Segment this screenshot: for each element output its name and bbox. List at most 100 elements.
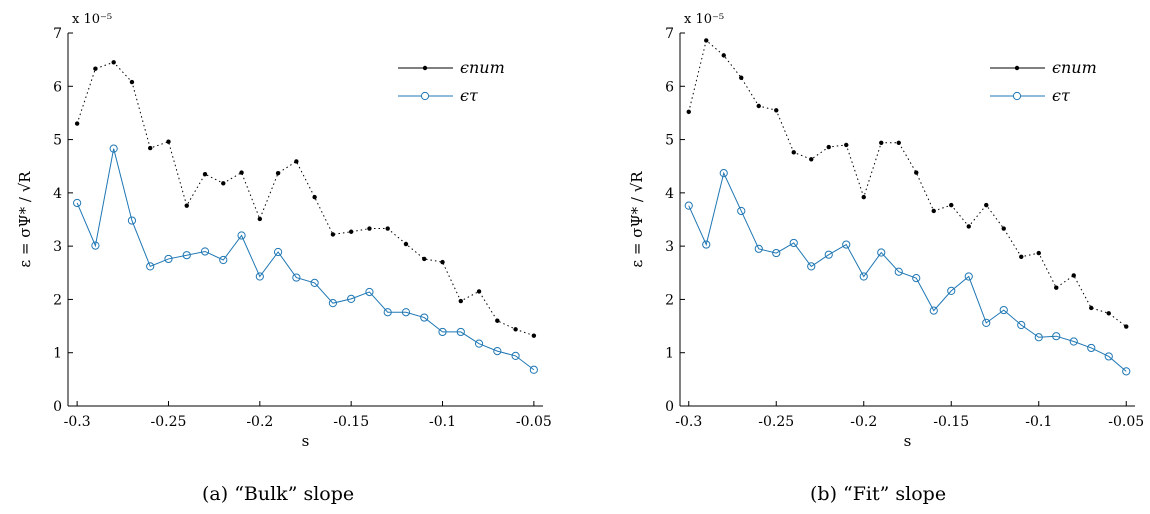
data-point-tau (200, 247, 210, 256)
data-point-tau (164, 254, 173, 264)
data-point-num (202, 172, 208, 177)
data-point-num (495, 318, 500, 323)
data-point-num (1019, 254, 1024, 259)
data-point-tau (273, 247, 283, 257)
data-point-tau (420, 313, 429, 322)
data-point-tau (1017, 320, 1026, 330)
series-line-0 (688, 39, 1127, 328)
legend-marker-1 (420, 91, 430, 101)
x-tick-label: -0.1 (429, 414, 456, 430)
legend-marker-0 (422, 65, 428, 71)
data-point-num (422, 256, 427, 262)
data-point-num (826, 144, 831, 150)
y-tick-label: 7 (665, 26, 674, 42)
series-line-0 (76, 61, 535, 337)
x-tick-label: -0.3 (675, 414, 702, 430)
x-axis-label: s (302, 432, 310, 450)
x-axis-label: s (904, 432, 912, 450)
x-tick-label: -0.1 (1025, 414, 1052, 430)
data-point-tau (772, 248, 781, 258)
data-point-num (148, 145, 153, 151)
data-point-num (221, 181, 226, 186)
data-point-num (739, 75, 744, 80)
y-axis-label: ε = σΨ* / √R (16, 171, 34, 268)
data-point-tau (947, 286, 956, 296)
y-tick-label: 4 (665, 186, 674, 202)
data-point-tau (1122, 367, 1131, 376)
legend-marker-0 (1014, 65, 1020, 71)
data-point-num (949, 202, 954, 208)
data-point-tau (737, 206, 746, 216)
data-point-num (931, 208, 936, 214)
data-point-num (966, 224, 971, 229)
y-tick-label: 0 (665, 399, 674, 415)
data-point-tau (982, 318, 991, 327)
panel-bulk-slope: 0 1 2 3 4 5 6 7 -0.3 -0.25 -0.2 -0.15 -0.1 -0.05 x 10⁻… (16, 12, 552, 505)
data-point-num (1124, 324, 1129, 329)
data-point-tau (91, 241, 100, 250)
data-point-tau (219, 255, 228, 265)
data-point-tau (1052, 332, 1061, 341)
data-point-num (129, 79, 135, 85)
data-point-tau (964, 272, 973, 281)
data-point-tau (109, 144, 118, 153)
legend-label: ϵnum (460, 58, 505, 77)
data-point-num (844, 142, 849, 148)
x-tick-label: -0.15 (933, 414, 969, 430)
data-point-tau (474, 339, 484, 348)
y-axis-label: ε = σΨ* / √R (628, 171, 646, 268)
data-point-tau (842, 240, 851, 249)
legend-label: ϵτ (1052, 86, 1071, 105)
data-point-tau (877, 248, 886, 257)
data-point-num (809, 157, 814, 162)
data-point-tau (255, 272, 264, 281)
y-tick-label: 1 (53, 346, 62, 362)
data-point-num (513, 327, 518, 332)
data-point-tau (237, 231, 246, 240)
data-point-num (312, 194, 317, 200)
series-line-1 (76, 148, 535, 371)
data-point-num (476, 289, 482, 294)
data-point-num (93, 66, 98, 71)
data-point-tau (1069, 337, 1078, 346)
data-point-num (166, 139, 171, 144)
data-point-num (239, 170, 244, 175)
data-point-tau (73, 198, 82, 208)
data-point-tau (511, 351, 520, 361)
data-point-tau (754, 244, 763, 253)
data-point-num (686, 109, 691, 115)
data-point-num (294, 159, 299, 164)
data-point-num (385, 226, 390, 231)
y-tick-label: 1 (665, 346, 674, 362)
data-point-num (1089, 305, 1094, 311)
panel-caption: (b) “Fit” slope (810, 483, 946, 505)
legend-marker-1 (1012, 91, 1022, 101)
data-point-num (330, 232, 336, 237)
data-point-tau (292, 273, 301, 282)
panel-fit-slope: 0 1 2 3 4 5 6 7 -0.3 -0.25 -0.2 -0.15 -0.1 -0.05 x 10⁻… (628, 12, 1144, 505)
data-point-tau (365, 287, 374, 297)
data-point-tau (182, 251, 191, 260)
series-line-1 (688, 171, 1127, 372)
data-point-num (1036, 250, 1041, 256)
data-point-tau (912, 274, 921, 283)
data-point-num (111, 60, 116, 65)
data-point-tau (456, 327, 465, 337)
data-point-tau (1087, 343, 1096, 353)
data-point-num (458, 298, 463, 304)
data-point-tau (894, 267, 903, 276)
data-point-num (879, 140, 884, 145)
x-tick-label: -0.25 (151, 414, 187, 430)
data-point-tau (493, 347, 502, 356)
data-point-num (403, 241, 409, 247)
data-point-tau (824, 250, 833, 259)
data-point-num (440, 259, 445, 265)
x-tick-label: -0.2 (850, 414, 877, 430)
data-point-num (896, 140, 901, 145)
y-multiplier: x 10⁻⁵ (72, 12, 112, 27)
data-point-num (1106, 311, 1111, 316)
y-tick-label: 6 (53, 79, 62, 95)
data-point-tau (347, 294, 356, 303)
data-point-tau (1034, 333, 1043, 342)
